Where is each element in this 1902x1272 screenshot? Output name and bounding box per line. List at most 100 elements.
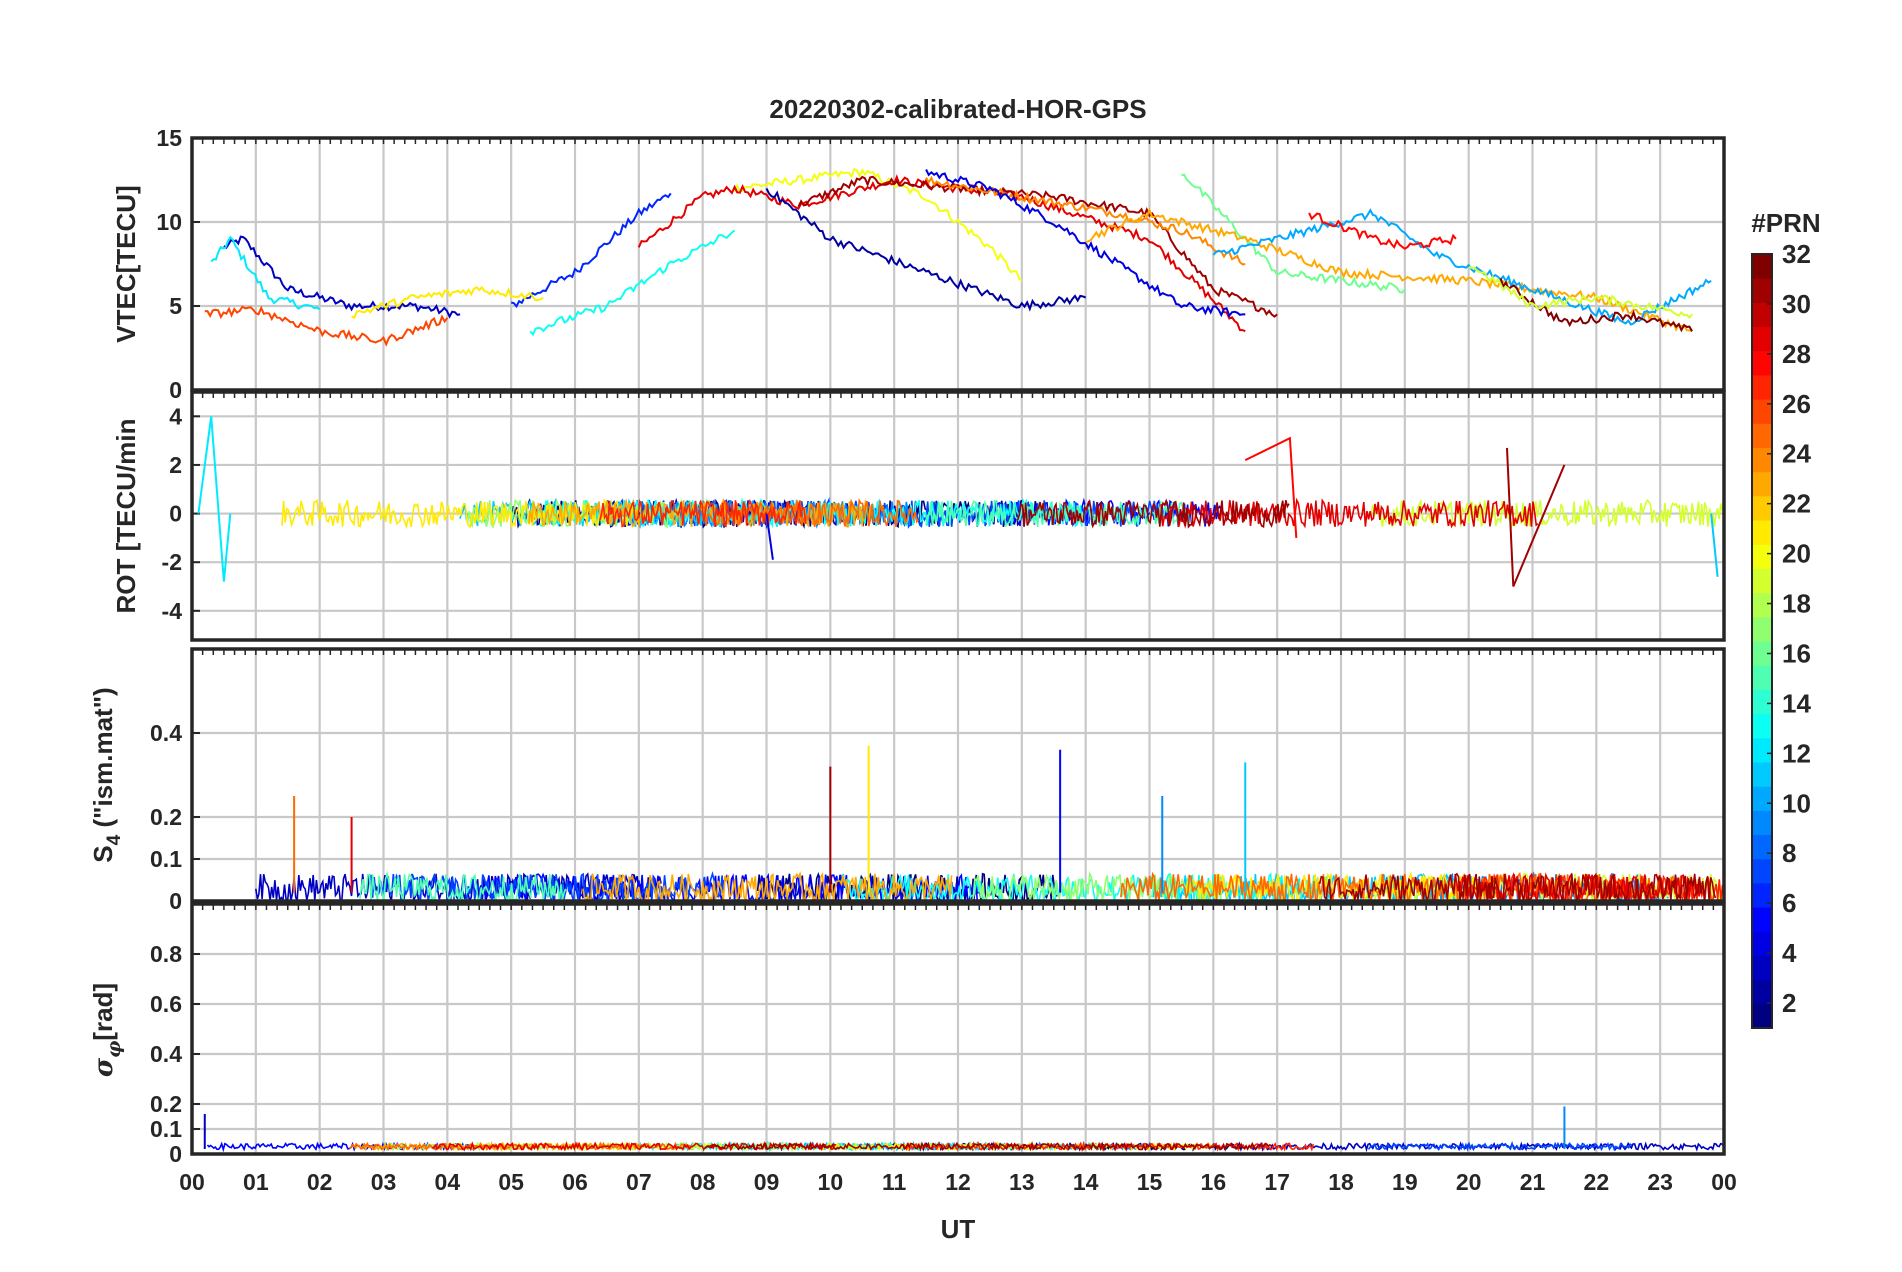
traces	[255, 745, 1724, 901]
colorbar-band	[1752, 568, 1772, 594]
colorbar-band	[1752, 592, 1772, 618]
colorbar-tick-label: 16	[1782, 638, 1811, 668]
trace-prn-6	[510, 192, 672, 309]
y-tick-label: -2	[162, 549, 182, 575]
y-tick-label: 0.2	[150, 804, 182, 830]
trace-prn-13	[529, 229, 736, 337]
x-tick-label: 16	[1201, 1169, 1227, 1195]
x-tick-label: 05	[498, 1169, 524, 1195]
trace-prn-4	[925, 169, 1246, 318]
sigma-y-label-text: σφ[rad]	[88, 983, 125, 1077]
trace-prn-31	[797, 175, 1278, 318]
trace-prn-24	[925, 175, 1246, 266]
x-tick-label: 06	[562, 1169, 588, 1195]
x-tick-label: 01	[243, 1169, 269, 1195]
x-tick-label: 21	[1520, 1169, 1546, 1195]
colorbar-label: #PRN	[1751, 208, 1820, 238]
colorbar-tick-label: 28	[1782, 339, 1811, 369]
colorbar-tick-label: 22	[1782, 489, 1811, 519]
colorbar-band	[1752, 278, 1772, 303]
colorbar-tick-label: 4	[1782, 938, 1797, 968]
x-tick-label: 12	[945, 1169, 971, 1195]
s4-y-label: S4 ("ism.mat")	[88, 687, 125, 862]
x-tick-label: 20	[1456, 1169, 1482, 1195]
trace-prn-15	[359, 871, 567, 901]
trace-prn-26	[204, 305, 449, 347]
rot-y-label: ROT [TECU/min	[111, 419, 141, 614]
colorbar-band	[1752, 737, 1772, 763]
colorbar-band	[1752, 302, 1772, 328]
colorbar-band	[1752, 761, 1772, 787]
x-tick-label: 04	[435, 1169, 461, 1195]
panel-s4: 0 0.1 0.2 0.4	[150, 647, 1726, 914]
chart-title: 20220302-calibrated-HOR-GPS	[769, 94, 1146, 124]
colorbar-tick-label: 30	[1782, 289, 1811, 319]
x-axis-ticks: 00 01 02 03 04 05 06 07 08 09 10 11 12 13 14 15 16 17 18 19…	[179, 1169, 1737, 1195]
colorbar-tick-label: 6	[1782, 888, 1796, 918]
colorbar-band	[1752, 447, 1772, 473]
x-tick-label: 22	[1584, 1169, 1610, 1195]
colorbar-tick-label: 20	[1782, 539, 1811, 569]
trace-prn-20	[733, 167, 1023, 282]
colorbar-tick-label: 32	[1782, 239, 1811, 269]
y-tick-label: 0	[169, 377, 182, 403]
x-tick-label: 13	[1009, 1169, 1035, 1195]
y-tick-label: 0.2	[150, 1091, 182, 1117]
y-tick-label: -4	[162, 598, 183, 624]
x-tick-label: 11	[882, 1169, 907, 1195]
trace-prn-19	[1468, 266, 1693, 319]
sigma-y-label: σφ[rad]	[88, 983, 125, 1077]
trace-prn-12	[210, 235, 321, 311]
x-tick-label: 00	[1711, 1169, 1737, 1195]
spike-prn-31	[1506, 447, 1566, 587]
spike-prn-28	[1244, 436, 1298, 538]
y-tick-label: 10	[156, 209, 182, 235]
x-tick-label: 03	[371, 1169, 397, 1195]
spike-prn-4	[765, 513, 774, 560]
colorbar-band	[1752, 955, 1772, 981]
x-tick-label: 10	[818, 1169, 844, 1195]
trace-prn-31	[704, 1140, 1272, 1153]
y-tick-label: 0.4	[150, 720, 182, 746]
x-axis-label: UT	[941, 1214, 976, 1244]
trace-prn-19	[1370, 498, 1724, 529]
trace-prn-29	[1454, 872, 1702, 901]
colorbar-band	[1752, 979, 1772, 1005]
y-tick-label: 15	[156, 125, 182, 151]
y-tick-label: 0.8	[150, 941, 182, 967]
trace-prn-2	[765, 187, 1087, 312]
trace-prn-32	[1499, 278, 1693, 333]
colorbar-tick-label: 14	[1782, 688, 1811, 718]
colorbar-band	[1752, 641, 1772, 666]
s4-y-label-text: S4 ("ism.mat")	[88, 687, 125, 862]
colorbar-band	[1752, 544, 1772, 569]
x-tick-label: 00	[179, 1169, 205, 1195]
x-tick-label: 23	[1647, 1169, 1673, 1195]
colorbar-band	[1752, 374, 1772, 400]
spike-prn-12	[197, 416, 232, 582]
traces	[197, 416, 1724, 587]
colorbar-tick-label: 10	[1782, 788, 1811, 818]
colorbar-band	[1752, 520, 1772, 545]
colorbar-band	[1752, 786, 1772, 811]
x-tick-label: 17	[1264, 1169, 1290, 1195]
trace-prn-21	[351, 285, 544, 320]
colorbar-frame	[1751, 253, 1773, 1029]
trace-prn-3	[223, 235, 461, 319]
panel-sigma: 00.10.2 0.4 0.6 0.8	[150, 902, 1726, 1167]
colorbar-band	[1752, 399, 1772, 424]
colorbar-band	[1752, 350, 1772, 376]
colorbar-tick-label: 26	[1782, 389, 1811, 419]
colorbar-band	[1752, 689, 1772, 715]
colorbar-band	[1752, 665, 1772, 690]
y-tick-label: 5	[169, 293, 182, 319]
trace-prn-28	[1308, 212, 1457, 250]
y-tick-label: 0.1	[150, 846, 182, 872]
y-tick-label: 0	[169, 888, 182, 914]
trace-prn-31	[1318, 872, 1717, 901]
colorbar-band	[1752, 858, 1772, 884]
trace-prn-16	[1181, 173, 1406, 294]
trace-prn-10	[1212, 208, 1712, 326]
colorbar-band	[1752, 495, 1772, 521]
